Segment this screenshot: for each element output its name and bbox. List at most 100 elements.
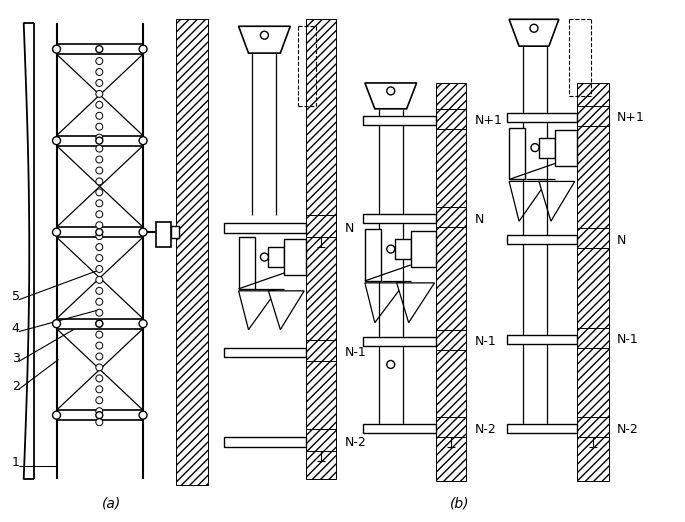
Bar bbox=[507, 235, 577, 244]
Circle shape bbox=[96, 255, 103, 262]
Bar bbox=[436, 207, 466, 227]
Circle shape bbox=[96, 79, 103, 87]
Text: N+1: N+1 bbox=[616, 111, 645, 124]
Circle shape bbox=[96, 364, 103, 371]
Circle shape bbox=[139, 411, 147, 419]
Circle shape bbox=[531, 144, 539, 151]
Circle shape bbox=[96, 57, 103, 65]
Polygon shape bbox=[539, 182, 575, 221]
Bar bbox=[223, 348, 306, 358]
Circle shape bbox=[96, 156, 103, 163]
Text: N-2: N-2 bbox=[616, 423, 638, 435]
Circle shape bbox=[96, 167, 103, 174]
Bar bbox=[436, 329, 466, 350]
Circle shape bbox=[96, 134, 103, 141]
Circle shape bbox=[530, 24, 538, 32]
Text: 2: 2 bbox=[12, 380, 20, 393]
Bar bbox=[577, 228, 608, 248]
Circle shape bbox=[260, 31, 269, 39]
Bar bbox=[57, 319, 143, 329]
Polygon shape bbox=[397, 283, 434, 323]
Text: (a): (a) bbox=[101, 497, 121, 511]
Circle shape bbox=[387, 361, 395, 369]
Text: N-1: N-1 bbox=[616, 333, 638, 346]
Circle shape bbox=[96, 45, 103, 53]
Circle shape bbox=[96, 320, 103, 327]
Bar bbox=[269, 247, 284, 267]
Circle shape bbox=[387, 87, 395, 95]
Circle shape bbox=[96, 244, 103, 251]
Circle shape bbox=[139, 228, 147, 236]
Circle shape bbox=[387, 245, 395, 253]
Polygon shape bbox=[509, 19, 559, 46]
Circle shape bbox=[96, 178, 103, 185]
Circle shape bbox=[96, 298, 103, 305]
Circle shape bbox=[96, 189, 103, 196]
Bar bbox=[176, 19, 208, 485]
Bar bbox=[306, 215, 336, 237]
Circle shape bbox=[96, 408, 103, 414]
Circle shape bbox=[53, 45, 60, 53]
Bar bbox=[507, 335, 577, 343]
Circle shape bbox=[96, 90, 103, 98]
Bar bbox=[410, 231, 436, 267]
Circle shape bbox=[139, 45, 147, 53]
Circle shape bbox=[96, 123, 103, 130]
Text: N: N bbox=[474, 213, 484, 226]
Circle shape bbox=[53, 137, 60, 145]
Circle shape bbox=[96, 309, 103, 316]
Bar bbox=[57, 227, 143, 237]
Circle shape bbox=[96, 266, 103, 272]
Circle shape bbox=[96, 397, 103, 404]
Bar bbox=[284, 239, 306, 275]
Text: N: N bbox=[345, 222, 354, 235]
Circle shape bbox=[96, 229, 103, 235]
Bar bbox=[171, 226, 179, 238]
Text: N-1: N-1 bbox=[345, 346, 366, 359]
Text: N: N bbox=[616, 234, 626, 246]
Circle shape bbox=[96, 112, 103, 119]
Bar bbox=[363, 424, 436, 433]
Circle shape bbox=[96, 342, 103, 349]
Circle shape bbox=[96, 101, 103, 109]
Bar bbox=[223, 223, 306, 233]
Bar bbox=[577, 106, 608, 126]
Polygon shape bbox=[238, 26, 290, 53]
Circle shape bbox=[96, 233, 103, 240]
Circle shape bbox=[96, 145, 103, 152]
Bar bbox=[577, 328, 608, 348]
Polygon shape bbox=[509, 182, 547, 221]
Circle shape bbox=[139, 137, 147, 145]
Bar bbox=[539, 138, 555, 158]
Circle shape bbox=[96, 287, 103, 294]
Bar bbox=[57, 410, 143, 420]
Bar bbox=[363, 337, 436, 346]
Bar bbox=[306, 429, 336, 451]
Text: 4: 4 bbox=[12, 322, 20, 335]
Circle shape bbox=[53, 319, 60, 328]
Bar bbox=[507, 424, 577, 433]
Circle shape bbox=[96, 353, 103, 360]
Text: 5: 5 bbox=[12, 290, 20, 303]
Bar bbox=[509, 128, 525, 180]
Circle shape bbox=[96, 222, 103, 229]
Polygon shape bbox=[238, 291, 276, 329]
Bar bbox=[306, 340, 336, 361]
Bar bbox=[156, 222, 171, 247]
Circle shape bbox=[96, 200, 103, 207]
Bar bbox=[363, 214, 436, 223]
Bar bbox=[577, 83, 608, 481]
Bar bbox=[436, 417, 466, 437]
Bar bbox=[306, 19, 336, 479]
Circle shape bbox=[260, 253, 269, 261]
Bar bbox=[365, 229, 381, 281]
Circle shape bbox=[96, 375, 103, 382]
Bar bbox=[363, 116, 436, 125]
Circle shape bbox=[53, 411, 60, 419]
Circle shape bbox=[96, 277, 103, 283]
Circle shape bbox=[96, 320, 103, 327]
Circle shape bbox=[96, 419, 103, 425]
Text: (b): (b) bbox=[449, 497, 469, 511]
Polygon shape bbox=[365, 83, 416, 109]
Circle shape bbox=[96, 211, 103, 218]
